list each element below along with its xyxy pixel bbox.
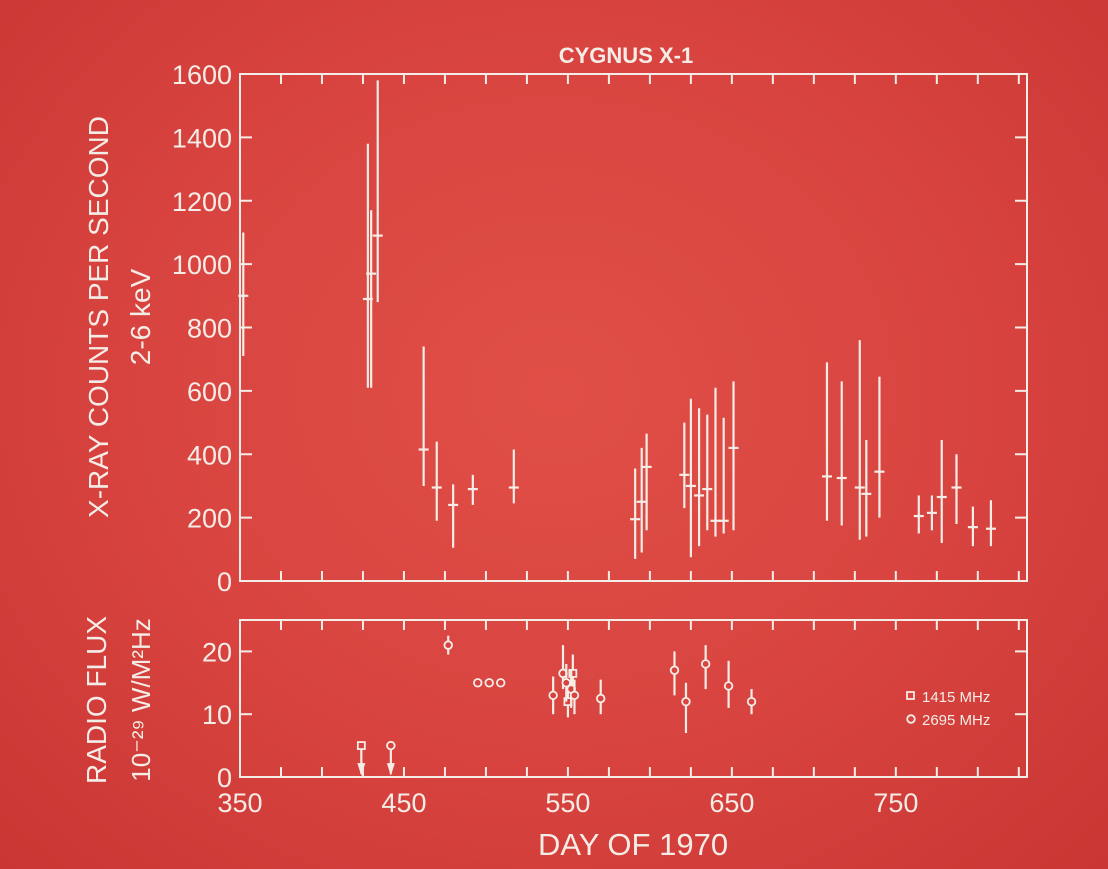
xray-y-tick-label: 1200 bbox=[172, 187, 232, 217]
xray-y-tick-label: 0 bbox=[217, 567, 232, 597]
xray-y-axis-label: X-RAY COUNTS PER SECOND bbox=[83, 116, 114, 518]
xray-y-tick-label: 800 bbox=[187, 314, 232, 344]
x-tick-label: 450 bbox=[381, 788, 426, 818]
radio-data-points bbox=[356, 635, 757, 776]
radio-point-2695 bbox=[723, 681, 734, 691]
xray-y-tick-label: 600 bbox=[187, 377, 232, 407]
x-tick-label: 750 bbox=[873, 788, 918, 818]
radio-point-2695 bbox=[596, 693, 606, 704]
radio-point-1415 bbox=[356, 741, 366, 750]
radio-point-2695 bbox=[561, 678, 571, 688]
radio-point-2695 bbox=[746, 696, 757, 707]
radio-point-2695 bbox=[548, 690, 558, 701]
radio-point-2695 bbox=[495, 678, 506, 688]
radio-point-2695 bbox=[669, 665, 680, 675]
radio-point-2695 bbox=[700, 659, 711, 669]
xray-y-tick-label: 1600 bbox=[172, 60, 232, 90]
x-tick-label: 550 bbox=[545, 788, 590, 818]
legend-square-icon bbox=[906, 691, 915, 700]
radio-y-tick-label: 10 bbox=[202, 700, 232, 730]
xray-y-tick-label: 1400 bbox=[172, 123, 232, 153]
xray-y-tick-label: 200 bbox=[187, 504, 232, 534]
radio-point-2695 bbox=[681, 696, 691, 707]
radio-point-2695 bbox=[386, 740, 396, 751]
radio-y-tick-label: 20 bbox=[202, 637, 232, 667]
xray-y-tick-label: 1000 bbox=[172, 250, 232, 280]
radio-y-axis-units: 10⁻²⁹ W/M²Hz bbox=[126, 618, 156, 782]
radio-y-axis-label: RADIO FLUX bbox=[81, 616, 112, 784]
upper-limit-arrowhead bbox=[386, 763, 395, 776]
xray-data-points bbox=[238, 80, 996, 559]
legend-circle-icon bbox=[906, 714, 916, 724]
chart-title: CYGNUS X-1 bbox=[559, 43, 693, 68]
x-axis-label: DAY OF 1970 bbox=[538, 827, 728, 862]
xray-y-axis-units: 2-6 keV bbox=[125, 268, 156, 365]
radio-point-2695 bbox=[443, 640, 453, 650]
x-tick-label: 350 bbox=[217, 788, 262, 818]
xray-y-tick-label: 400 bbox=[187, 440, 232, 470]
radio-axis-ticks: 0 10 20 350 450 550 650 750 bbox=[202, 620, 1027, 818]
xray-plot-frame bbox=[239, 73, 1028, 582]
radio-point-1415 bbox=[568, 668, 578, 678]
radio-point-2695 bbox=[484, 678, 494, 688]
upper-limit-arrowhead bbox=[357, 763, 366, 776]
radio-point-2695 bbox=[569, 690, 580, 701]
radio-y-tick-label: 0 bbox=[217, 763, 232, 793]
x-tick-label: 650 bbox=[709, 788, 754, 818]
legend-label: 1415 MHz bbox=[922, 689, 990, 706]
radio-plot-frame bbox=[239, 619, 1028, 778]
legend-label: 2695 MHz bbox=[922, 712, 990, 729]
legend: 1415 MHz 2695 MHz bbox=[906, 689, 990, 729]
xray-y-ticks: 0 200 400 600 800 1000 1200 1400 1600 bbox=[172, 60, 1027, 597]
radio-point-2695 bbox=[473, 678, 483, 688]
